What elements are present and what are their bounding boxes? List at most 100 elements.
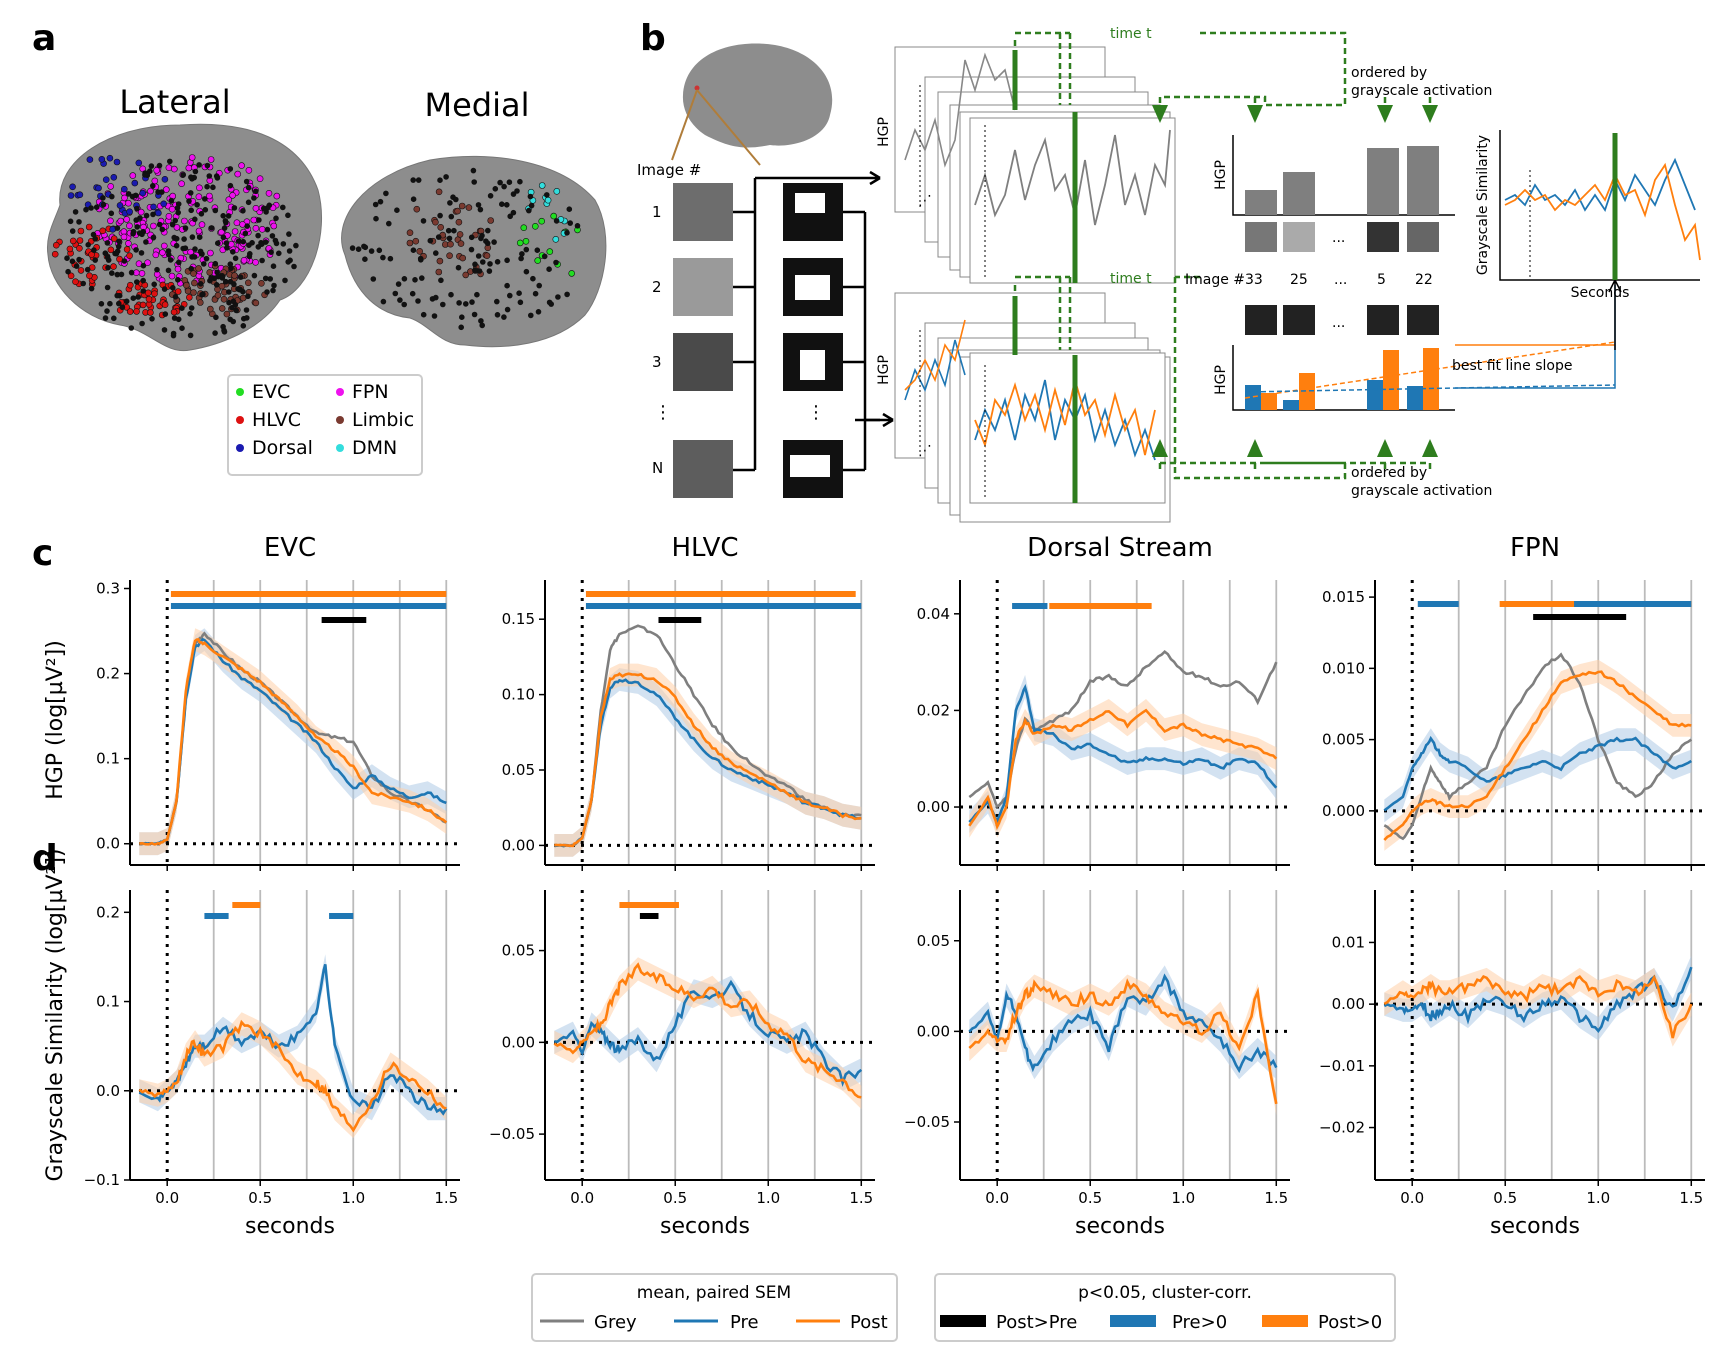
legend-postpre-swatch [940,1315,986,1327]
electrode-dot [415,177,422,183]
electrode-dot [100,195,106,201]
electrode-dot [462,271,470,279]
hgp-bar-label-2: HGP [1213,365,1229,395]
electrode-dot [165,248,172,254]
electrode-dot [432,218,439,226]
electrode-dot [143,239,149,245]
electrode-dot [190,289,197,296]
electrode-dot [506,179,513,185]
electrode-dot [176,259,182,266]
electrode-dot [64,255,70,262]
electrode-dot [212,207,219,214]
y-tick-label: 0.02 [917,701,950,719]
electrode-dot [207,249,214,257]
electrode-dot [92,236,98,242]
electrode-dot [455,218,463,226]
bw-thumb [1367,305,1399,335]
electrode-dot [86,156,94,163]
electrode-dot [173,235,180,242]
electrode-dot [362,256,368,263]
electrode-dot [93,204,100,210]
electrode-dot [174,265,182,273]
electrode-dot [138,270,146,277]
legend-mean-title: mean, paired SEM [637,1283,791,1303]
electrode-dot [245,199,252,206]
chart-c-2: 0.00 0.02 0.04 Dorsal Stream [917,533,1290,871]
electrode-dot [156,162,163,169]
electrode-dot [413,205,421,213]
electrode-dot [186,198,192,204]
electrode-dot [182,245,189,251]
gs-trace-blue [1504,157,1696,213]
y-tick-label: 0.1 [96,993,120,1011]
electrode-dot [229,192,236,199]
electrode-dot [446,235,453,242]
small-gs-plot: Grayscale Similarity Seconds [1475,130,1701,301]
electrode-dot [370,276,377,282]
arrow-bottom [865,412,894,428]
electrode-dot [468,246,475,253]
electrode-dot [133,247,139,253]
x-tick-label: 0.5 [663,1189,687,1207]
electrode-dot [412,237,420,245]
electrode-dot [546,248,554,255]
electrode-dot [156,221,163,228]
electrode-dot [215,240,221,246]
d-ylabel: Grayscale Similarity (log[µV²]) [43,848,68,1181]
electrode-dot [432,250,439,256]
electrode-dot [231,205,238,211]
electrode-dot [188,207,194,214]
legend-dot-limbic [336,416,344,424]
electrode-dot [349,245,356,251]
electrode-dot [67,218,74,225]
electrode-dot [553,188,561,195]
trace-front-blue [974,379,1156,461]
electrode-dot [188,174,194,180]
electrode-dot [72,209,79,215]
electrode-dot [125,191,132,197]
electrode-dot [394,207,400,213]
electrode-dot [252,205,260,212]
electrode-dot [102,176,110,183]
electrode-dot [462,301,469,307]
electrode-dot [167,257,174,263]
electrode-dots [51,154,581,339]
colored-bar-chart: ... HGP best fit line slope [1213,279,1622,411]
electrode-dot [435,268,443,276]
bar-post-33 [1261,393,1277,410]
electrode-dot [435,188,443,196]
electrode-dot [380,254,386,261]
electrode-dot [231,272,238,279]
chart-c-3: 0.000 0.005 0.010 0.015 FPN [1322,533,1705,871]
time-t-top: time t [1110,26,1152,42]
x-tick-label: 0.5 [1493,1189,1517,1207]
panel-letter-a: a [32,18,56,59]
electrode-dot [275,250,282,257]
electrode-dot [181,236,187,242]
x-axis-label: seconds [1075,1214,1165,1239]
electrode-dot [519,251,525,257]
electrode-dot [527,193,534,200]
electrode-dot [253,188,259,195]
green-arrowheads [1152,105,1438,457]
electrode-dot [206,269,213,276]
panel-letter-b: b [640,18,666,59]
thumbnail-bw-3-white [800,350,825,380]
y-tick-label: 0.10 [502,686,535,704]
electrode-dot [110,235,118,242]
electrode-dot [240,322,247,329]
electrode-dot [104,240,111,246]
electrode-dot [98,300,105,307]
electrode-dot [192,168,199,175]
electrode-dot [385,220,392,227]
series-line-post [968,978,1278,1105]
electrode-dot [221,327,227,334]
chart-title: FPN [1510,533,1560,563]
fit-arrow [1608,279,1622,350]
electrode-dot [522,238,530,245]
time-t-bottom: time t [1110,271,1152,287]
electrode-dot [69,237,77,245]
electrode-dot [226,289,232,295]
x-tick-label: 0.5 [1078,1189,1102,1207]
region-legend-frame [227,374,423,476]
